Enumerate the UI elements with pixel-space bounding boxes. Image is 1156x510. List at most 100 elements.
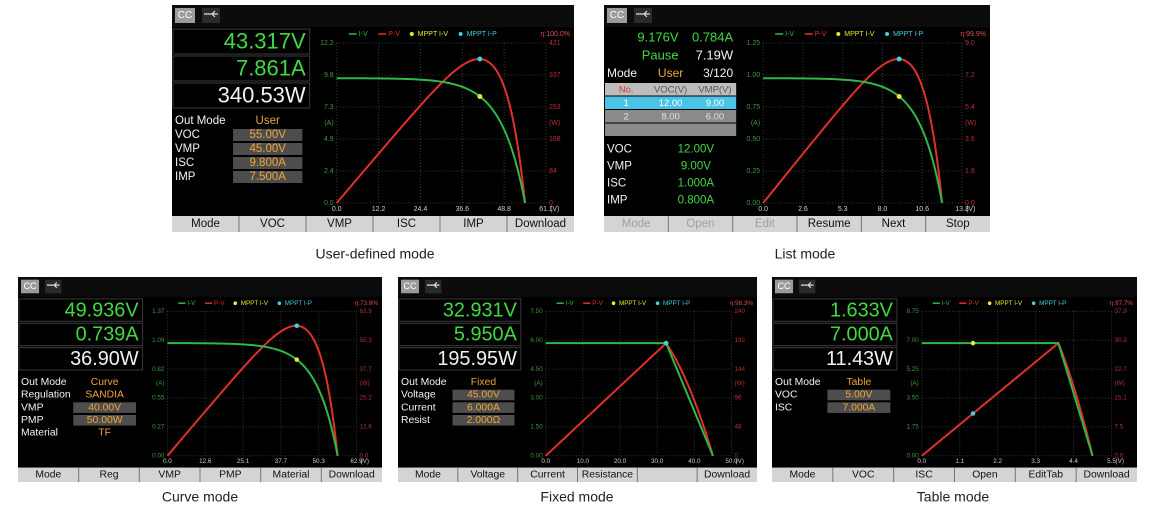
param-value: 12.00V [678,144,715,156]
y2-tick-label: 0 [549,200,553,207]
usb-icon-symbol [426,281,440,289]
x-tick-label: 24.4 [414,206,428,213]
legend-label: P-V [968,300,979,307]
reading: 49.936V [65,299,140,321]
x-tick-label: 20.0 [614,458,627,465]
usb-icon-symbol [800,281,814,289]
softkey[interactable]: Resume [808,218,851,230]
softkey[interactable]: Next [882,218,906,230]
softkey[interactable]: Mode [789,470,815,481]
param-label: VOC [175,129,200,141]
x-tick-label: 2.6 [798,206,808,213]
y-tick-label: 9.8 [324,72,334,79]
efficiency: η:98.3% [730,300,754,307]
param-label: Resist [401,415,430,426]
legend-label: MPPT I-P [663,300,690,307]
y-tick-label: 0.00 [152,452,165,459]
param-label: IMP [175,171,196,183]
mppt-iv-marker [896,93,902,99]
x-tick-label: 0.0 [758,206,768,213]
param-label: Out Mode [21,377,67,388]
x-tick-label: 8.0 [878,206,888,213]
y-tick-label: 0.75 [747,104,761,111]
reading: 36.90W [70,348,139,370]
softkey[interactable]: Edit [755,218,776,230]
mppt-iv-marker [970,340,976,346]
reading-box [172,82,311,109]
mppt-ip-marker [896,56,902,62]
reading-box [18,322,144,347]
x-unit: (V) [966,206,975,213]
legend-swatch [611,301,616,305]
legend-label: I-V [942,300,951,307]
reading: 7.19W [696,47,734,62]
param-value: 50.00W [87,415,123,426]
softkey[interactable]: Current [530,470,565,481]
efficiency: η:99.9% [960,31,986,38]
table-row-bg [605,96,737,109]
x-tick-label: 10.6 [915,206,929,213]
softkey[interactable]: Mode [35,470,61,481]
legend-label: MPPT I-V [619,300,647,307]
mode-badge [401,279,420,294]
legend-swatch [233,301,238,305]
param-value: Table [846,377,871,388]
x-tick-label: 50.3 [313,458,326,465]
softkey[interactable]: Download [704,470,750,481]
softkey[interactable]: VOC [260,218,285,230]
y-tick-label: 3.00 [530,395,543,402]
y2-tick-label: 15.1 [1115,395,1128,402]
softkey[interactable]: VMP [158,470,181,481]
usb-icon [799,279,816,294]
softkey[interactable]: Mode [415,470,441,481]
param-value: 40.00V [88,402,121,413]
top-bar [772,277,1137,297]
softkey[interactable]: EditTab [1028,470,1063,481]
y-tick-label: 1.75 [906,424,919,431]
param-label: Material [21,428,58,439]
y2-unit: (W) [549,120,560,127]
y-tick-label: 3.50 [906,395,919,402]
reading: 195.95W [437,348,517,370]
legend-label: MPPT I-V [995,300,1023,307]
softkey[interactable]: Resistance [582,470,634,481]
softkey[interactable]: VMP [327,218,352,230]
x-tick-label: 62.9 [350,458,363,465]
y2-tick-label: 96 [735,395,743,402]
softkey[interactable]: Download [329,470,375,481]
iv-curve [336,77,527,204]
param-value: 1.000A [678,178,715,190]
y-tick-label: 0.50 [747,136,761,143]
caption: List mode [775,246,836,262]
softkey[interactable]: Material [273,470,310,481]
x-tick-label: 10.0 [577,458,590,465]
param-value: 6.000A [467,402,500,413]
softkey[interactable]: ISC [397,218,416,230]
param-box [233,129,303,141]
iv-curve [763,77,944,204]
softkey[interactable]: Download [1084,470,1130,481]
softkey[interactable]: IMP [463,218,484,230]
softkey[interactable]: VOC [852,470,875,481]
param-label: VMP [175,143,200,155]
x-unit: (V) [1116,458,1124,465]
mode-badge [607,8,627,23]
mode-label: Mode [607,66,637,80]
softkey[interactable]: PMP [219,470,242,481]
softkey[interactable]: Stop [946,218,970,230]
softkey[interactable]: Open [686,218,714,230]
legend-swatch [409,32,414,36]
softkey[interactable]: Voltage [470,470,505,481]
y2-tick-label: 7.2 [965,72,975,79]
softkey[interactable]: Open [972,470,998,481]
softkey[interactable]: Download [515,218,566,230]
softkey[interactable]: Mode [622,218,651,230]
param-value: 2.000Ω [467,415,501,426]
softkey[interactable]: Mode [191,218,220,230]
softkey[interactable]: Reg [99,470,118,481]
softkey[interactable]: ISC [915,470,933,481]
top-bar [604,5,990,27]
y2-tick-label: 30.3 [1115,337,1128,344]
param-label: Out Mode [775,377,821,388]
param-label: Out Mode [175,115,226,127]
